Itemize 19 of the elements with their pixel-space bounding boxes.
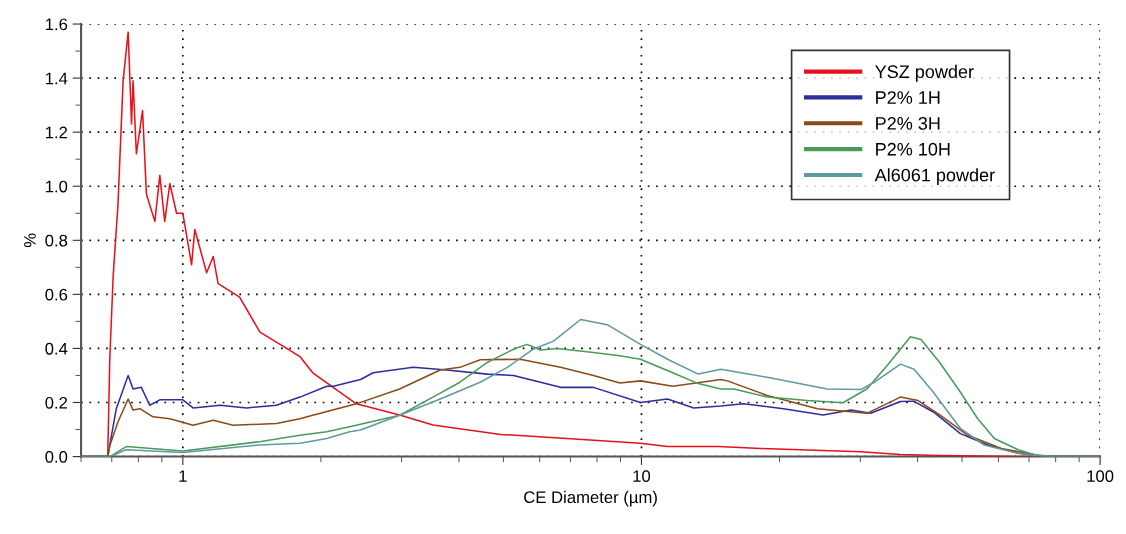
x-tick-label: 10 <box>633 470 651 483</box>
y-tick-label: 0.2 <box>45 396 68 409</box>
x-tick-label: 100 <box>1087 470 1114 483</box>
x-tick-label: 1 <box>179 470 187 482</box>
x-axis-title: CE Diameter (µm) <box>524 490 657 507</box>
y-axis-title: % <box>24 233 36 248</box>
legend-label: Al6061 powder <box>874 168 995 186</box>
legend-label: P2% 3H <box>876 117 940 130</box>
y-tick-label: 0.4 <box>45 342 68 355</box>
legend-label: P2% 1H <box>876 91 940 104</box>
legend-label: YSZ powder <box>875 64 974 82</box>
legend-label: P2% 10H <box>876 142 950 156</box>
y-tick-label: 0.0 <box>45 450 68 463</box>
y-tick-label: 0.8 <box>45 234 68 247</box>
y-tick-label: 0.6 <box>45 288 68 301</box>
y-tick-label: 1.2 <box>45 126 68 139</box>
y-tick-label: 1.4 <box>45 72 68 85</box>
y-tick-label: 1.0 <box>45 180 68 193</box>
y-tick-label: 1.6 <box>45 18 68 31</box>
